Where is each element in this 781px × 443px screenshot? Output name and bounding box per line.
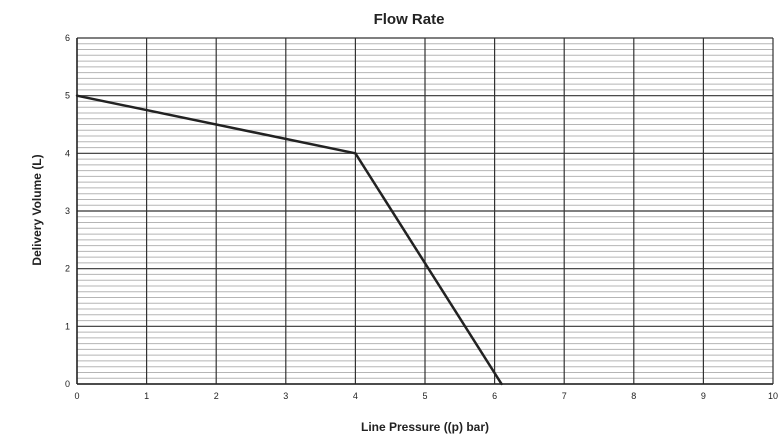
y-axis-title: Delivery Volume (L) bbox=[30, 154, 44, 265]
x-tick-label: 3 bbox=[283, 391, 288, 401]
x-axis-ticks: 0 1 2 3 4 5 6 7 8 9 10 bbox=[74, 391, 778, 401]
x-tick-label: 4 bbox=[353, 391, 358, 401]
x-tick-label: 2 bbox=[214, 391, 219, 401]
x-tick-label: 7 bbox=[562, 391, 567, 401]
chart-title: Flow Rate bbox=[374, 11, 445, 28]
x-tick-label: 8 bbox=[631, 391, 636, 401]
series-layer bbox=[75, 94, 503, 386]
series-point bbox=[75, 94, 79, 97]
y-tick-label: 6 bbox=[65, 33, 70, 43]
x-axis-title: Line Pressure ((p) bar) bbox=[361, 420, 489, 434]
y-tick-label: 5 bbox=[65, 91, 70, 101]
x-tick-label: 1 bbox=[144, 391, 149, 401]
series-point bbox=[354, 152, 357, 155]
x-tick-label: 10 bbox=[768, 391, 778, 401]
y-tick-label: 1 bbox=[65, 321, 70, 331]
y-tick-label: 0 bbox=[65, 379, 70, 389]
y-tick-label: 4 bbox=[65, 148, 70, 158]
x-tick-label: 9 bbox=[701, 391, 706, 401]
y-axis-ticks: 0 1 2 3 4 5 6 bbox=[65, 33, 70, 389]
major-grid bbox=[76, 37, 774, 385]
x-tick-label: 0 bbox=[74, 391, 79, 401]
x-tick-label: 6 bbox=[492, 391, 497, 401]
y-tick-label: 2 bbox=[65, 264, 70, 274]
y-tick-label: 3 bbox=[65, 206, 70, 216]
series-point bbox=[500, 382, 503, 386]
x-tick-label: 5 bbox=[422, 391, 427, 401]
